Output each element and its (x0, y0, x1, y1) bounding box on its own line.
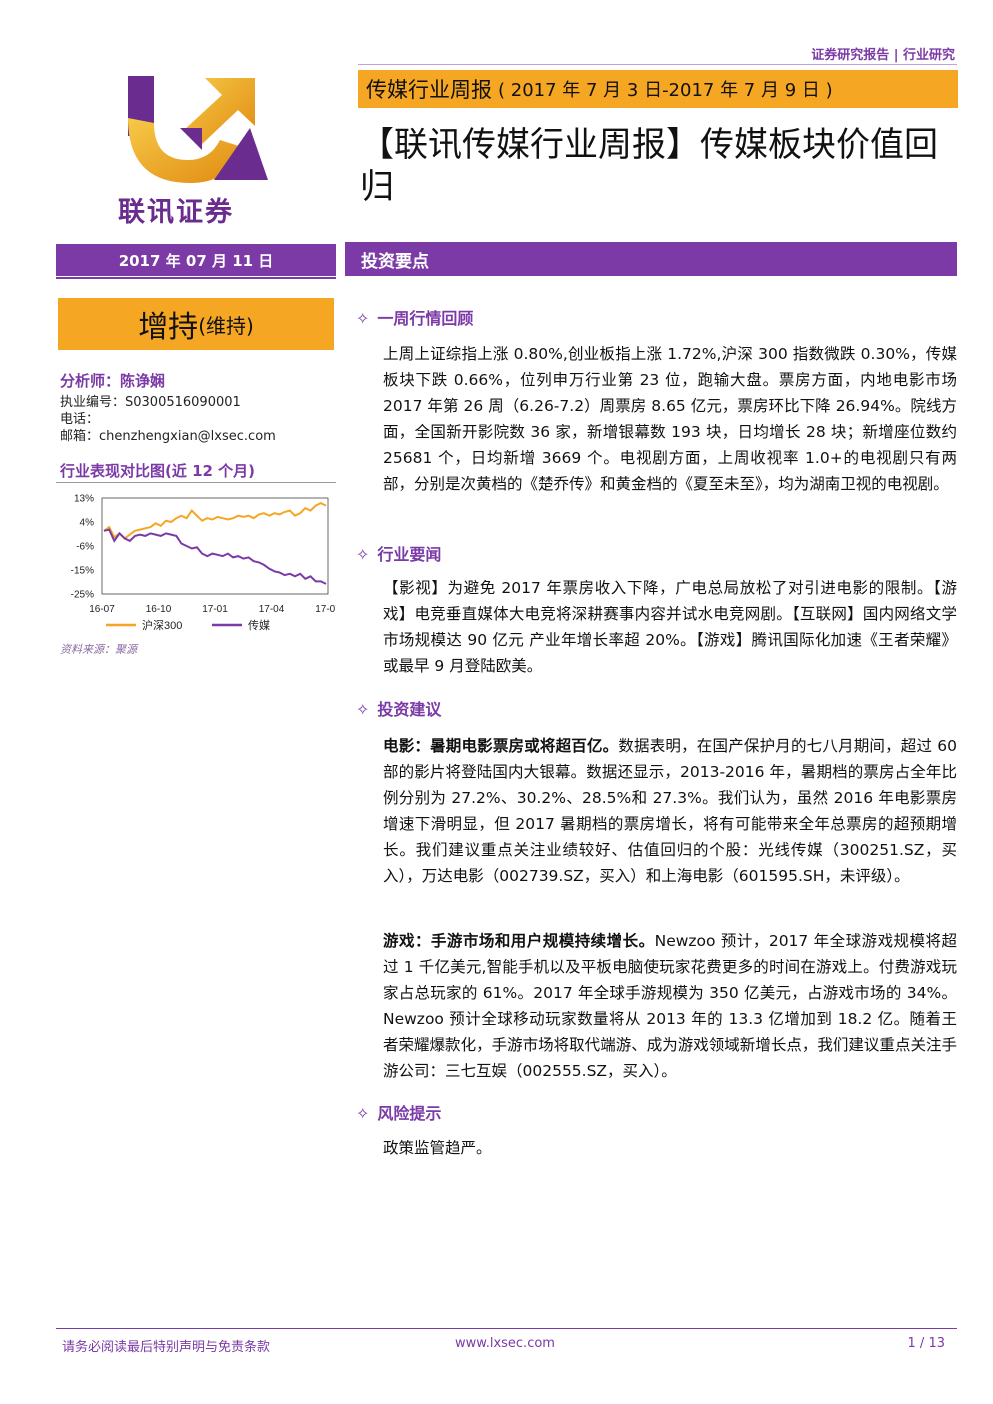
legend-label: 传媒 (248, 619, 270, 632)
report-date: 2017 年 07 月 11 日 (118, 251, 274, 270)
section-banner: 投资要点 (345, 242, 957, 276)
logo-text: 联讯证券 (118, 197, 234, 228)
footer-website[interactable]: www.lxsec.com (455, 1336, 555, 1351)
diamond-icon: ✧ (356, 700, 370, 719)
market-review-text: 上周上证综指上涨 0.80%,创业板指上涨 1.72%,沪深 300 指数微跌 … (383, 345, 957, 493)
analyst-name: 分析师：陈诤娴 (60, 372, 166, 390)
analyst-license: 执业编号：S0300516090001 (60, 395, 241, 410)
diamond-icon: ✧ (356, 309, 370, 328)
report-category: 证券研究报告 | 行业研究 (811, 48, 955, 63)
chart-source: 资料来源：聚源 (60, 643, 137, 656)
advice-film-paragraph: 电影：暑期电影票房或将超百亿。数据表明，在国产保护月的七八月期间，超过 60 部… (383, 737, 957, 885)
analyst-email[interactable]: 邮箱：chenzhengxian@lxsec.com (60, 429, 276, 444)
y-tick-label: 13% (74, 494, 94, 505)
chart-frame (101, 497, 329, 595)
rating-main: 增持 (138, 310, 199, 345)
x-tick-label: 16-07 (89, 604, 115, 615)
series-line (103, 528, 327, 585)
y-tick-label: -6% (76, 542, 94, 553)
section-heading-investment-advice: ✧ 投资建议 (356, 700, 442, 719)
x-tick-label: 17-04 (259, 604, 285, 615)
date-banner: 2017 年 07 月 11 日 (56, 244, 336, 279)
section-heading-risk: ✧ 风险提示 (356, 1104, 442, 1123)
section-heading-market-review: ✧ 一周行情回顾 (356, 309, 474, 328)
x-tick-label: 17-01 (202, 604, 228, 615)
diamond-icon: ✧ (356, 1104, 370, 1123)
x-tick-label: 17-07 (315, 604, 336, 615)
company-logo (128, 76, 268, 183)
footer-page-number: 1 / 13 (907, 1336, 945, 1351)
risk-text: 政策监管趋严。 (383, 1139, 492, 1157)
performance-chart: 13% 4% -6% -15% -25% 16-07 16-10 17-01 17-04 17-… (71, 494, 336, 633)
legend-label: 沪深300 (142, 618, 182, 632)
diamond-icon: ✧ (356, 545, 370, 564)
footer-divider (56, 1328, 957, 1329)
plot-area (101, 497, 329, 595)
report-type: 传媒行业周报 (366, 78, 492, 102)
report-type-banner: 传媒行业周报 ( 2017 年 7 月 3 日-2017 年 7 月 9 日 ) (358, 70, 958, 108)
advice-film-heading: 电影：暑期电影票房或将超百亿。 (383, 737, 619, 755)
rating-sub: (维持) (198, 313, 254, 338)
advice-game-paragraph: 游戏：手游市场和用户规模持续增长。Newzoo 预计，2017 年全球游戏规模将… (383, 932, 957, 1080)
analyst-phone: 电话： (60, 412, 100, 427)
footer-disclaimer[interactable]: 请务必阅读最后特别声明与免责条款 (62, 1340, 271, 1355)
header-divider (358, 64, 957, 65)
section-heading-industry-news: ✧ 行业要闻 (356, 545, 442, 564)
chart-divider (56, 482, 336, 483)
report-title: 【联讯传媒行业周报】传媒板块价值回归 (360, 125, 938, 207)
x-tick-label: 16-10 (146, 604, 172, 615)
y-tick-label: -15% (71, 566, 94, 577)
industry-news-text: 【影视】为避免 2017 年票房收入下降，广电总局放松了对引进电影的限制。【游戏… (383, 579, 957, 675)
y-tick-label: -25% (71, 590, 94, 601)
report-period: ( 2017 年 7 月 3 日-2017 年 7 月 9 日 ) (498, 80, 833, 101)
section-banner-title: 投资要点 (361, 251, 429, 272)
y-tick-label: 4% (80, 518, 95, 529)
chart-title: 行业表现对比图(近 12 个月) (60, 462, 256, 480)
advice-game-heading: 游戏：手游市场和用户规模持续增长。 (383, 932, 655, 950)
rating-badge: 增持 (维持) (58, 298, 334, 350)
series-line (103, 501, 327, 540)
